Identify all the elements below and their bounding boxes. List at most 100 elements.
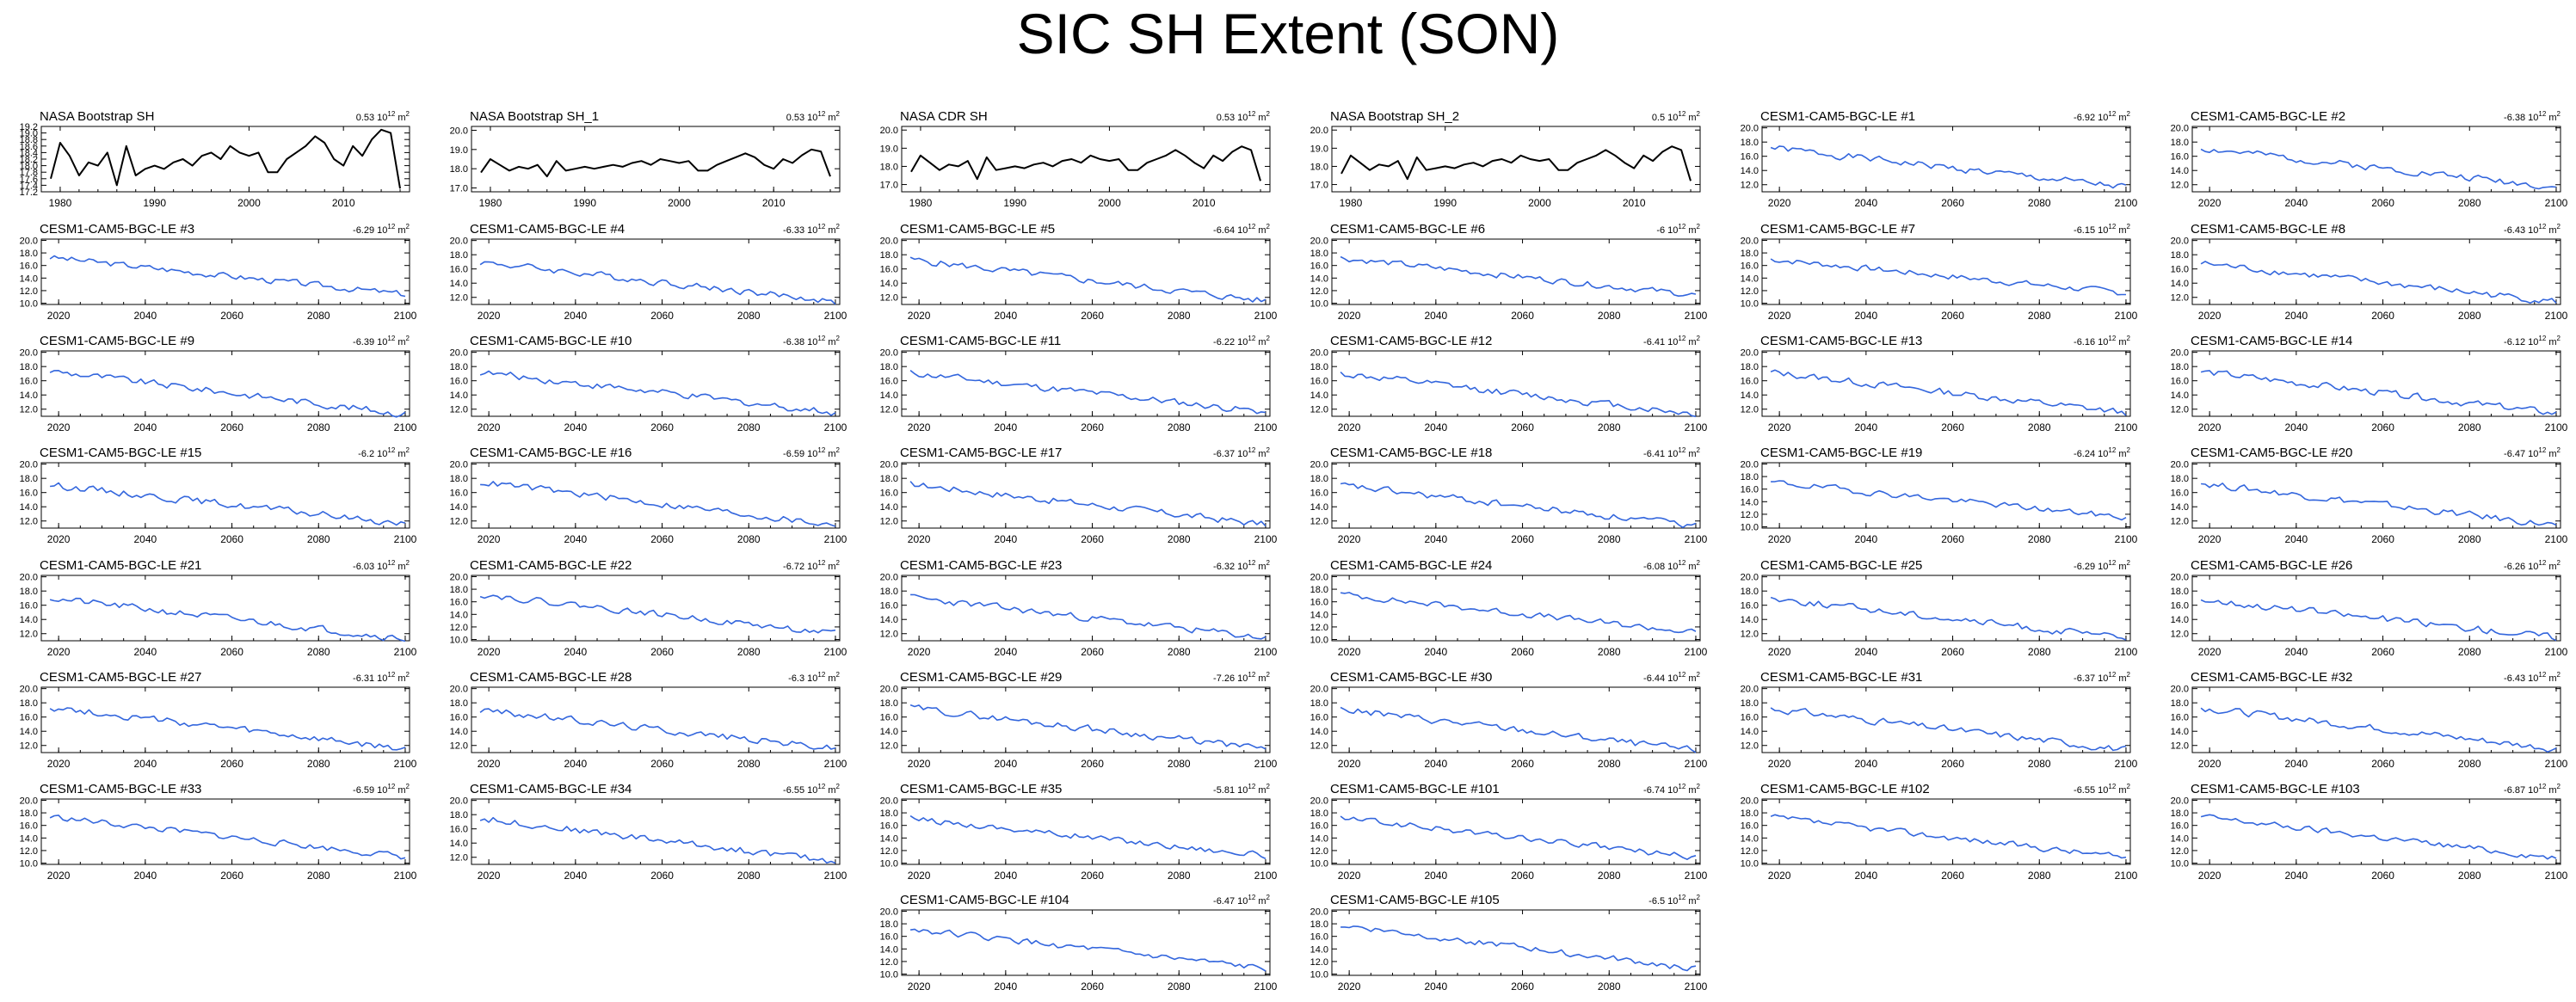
panel-title: CESM1-CAM5-BGC-LE #27 bbox=[40, 670, 201, 685]
y-tick-label: 16.0 bbox=[1310, 932, 1328, 943]
x-tick-label: 2080 bbox=[1168, 646, 1191, 658]
y-tick-label: 16.0 bbox=[1310, 489, 1328, 499]
y-tick-label: 16.0 bbox=[1310, 261, 1328, 272]
x-tick-label: 2060 bbox=[1081, 646, 1104, 658]
y-tick-label: 14.0 bbox=[1741, 390, 1759, 401]
y-tick-label: 14.0 bbox=[450, 839, 468, 849]
panel: CESM1-CAM5-BGC-LE #33 -6.59 1012 m2 2020 20… bbox=[20, 782, 417, 882]
trend-label: -6.59 1012 m2 bbox=[353, 783, 410, 796]
plot-frame bbox=[901, 575, 1271, 642]
x-tick-label: 2060 bbox=[650, 310, 674, 322]
x-tick-label: 2100 bbox=[1685, 310, 1708, 322]
y-tick-label: 20.0 bbox=[880, 907, 898, 917]
panel: CESM1-CAM5-BGC-LE #6 -6 1012 m2 2020 2040 20… bbox=[1310, 222, 1708, 322]
y-tick-label: 17.0 bbox=[450, 184, 468, 194]
y-tick-label: 16.0 bbox=[2171, 601, 2189, 612]
y-tick-label: 20.0 bbox=[450, 572, 468, 582]
plot-frame bbox=[1761, 575, 2131, 642]
y-tick-label: 20.0 bbox=[2171, 237, 2189, 247]
x-tick-label: 2040 bbox=[994, 533, 1017, 545]
y-tick-label: 18.0 bbox=[2171, 698, 2189, 709]
series-line bbox=[909, 369, 1266, 415]
y-tick-label: 20.0 bbox=[2171, 348, 2189, 359]
x-tick-label: 2100 bbox=[2545, 310, 2568, 322]
y-tick-label: 16.0 bbox=[880, 601, 898, 612]
y-tick-label: 14.0 bbox=[880, 279, 898, 289]
plot-frame bbox=[471, 238, 841, 305]
y-tick-label: 18.0 bbox=[450, 164, 468, 175]
y-tick-label: 20.0 bbox=[1310, 348, 1328, 359]
x-tick-label: 2100 bbox=[394, 421, 417, 433]
panel: CESM1-CAM5-BGC-LE #30 -6.44 1012 m2 2020 20… bbox=[1310, 670, 1708, 770]
x-tick-label: 2020 bbox=[908, 310, 931, 322]
panel: CESM1-CAM5-BGC-LE #20 -6.47 1012 m2 2020 20… bbox=[2171, 446, 2568, 545]
x-tick-label: 2080 bbox=[737, 646, 761, 658]
plot-frame bbox=[1761, 798, 2131, 865]
x-tick-label: 2100 bbox=[2545, 197, 2568, 209]
x-tick-label: 2020 bbox=[2198, 310, 2222, 322]
series-line bbox=[50, 128, 401, 189]
x-tick-label: 2080 bbox=[307, 310, 330, 322]
x-tick-label: 2060 bbox=[1941, 310, 1964, 322]
x-tick-label: 1990 bbox=[573, 197, 596, 209]
x-tick-label: 2040 bbox=[1854, 646, 1877, 658]
plot-frame bbox=[471, 798, 841, 865]
y-tick-label: 19.2 bbox=[20, 122, 38, 132]
y-tick-label: 16.0 bbox=[20, 377, 38, 387]
y-tick-label: 14.0 bbox=[2171, 727, 2189, 737]
x-tick-label: 2100 bbox=[1254, 646, 1278, 658]
trend-label: -6.22 1012 m2 bbox=[1213, 335, 1271, 347]
y-tick-label: 18.0 bbox=[2171, 138, 2189, 148]
y-tick-label: 12.0 bbox=[880, 630, 898, 640]
trend-label: -6.03 1012 m2 bbox=[353, 559, 410, 572]
x-tick-label: 2040 bbox=[2284, 533, 2308, 545]
y-tick-label: 12.0 bbox=[1741, 510, 1759, 520]
x-tick-label: 2040 bbox=[1424, 980, 1447, 993]
series-line bbox=[2200, 261, 2557, 304]
series-line bbox=[1770, 145, 2127, 189]
x-tick-label: 2020 bbox=[47, 870, 71, 882]
panel-title: CESM1-CAM5-BGC-LE #20 bbox=[2191, 446, 2352, 460]
series-line bbox=[909, 704, 1266, 750]
plot-frame bbox=[1331, 575, 1701, 642]
y-tick-label: 17.2 bbox=[20, 187, 38, 198]
y-tick-label: 16.0 bbox=[880, 489, 898, 499]
x-tick-label: 2020 bbox=[47, 310, 71, 322]
x-tick-label: 2040 bbox=[994, 870, 1017, 882]
panel: CESM1-CAM5-BGC-LE #2 -6.38 1012 m2 2020 204… bbox=[2171, 109, 2568, 209]
y-tick-label: 10.0 bbox=[1310, 970, 1328, 980]
y-tick-label: 14.0 bbox=[20, 833, 38, 844]
y-tick-label: 14.0 bbox=[1741, 727, 1759, 737]
x-tick-label: 2060 bbox=[220, 870, 243, 882]
y-tick-label: 18.0 bbox=[1310, 919, 1328, 930]
y-tick-label: 18.0 bbox=[20, 249, 38, 259]
plot-frame bbox=[40, 462, 410, 529]
plot-frame bbox=[2191, 462, 2561, 529]
x-tick-label: 2040 bbox=[1424, 870, 1447, 882]
y-tick-label: 12.0 bbox=[1310, 957, 1328, 968]
y-tick-label: 14.0 bbox=[1741, 166, 1759, 176]
y-tick-label: 14.0 bbox=[880, 615, 898, 625]
x-tick-label: 2080 bbox=[1168, 310, 1191, 322]
x-tick-label: 2040 bbox=[1854, 758, 1877, 770]
x-tick-label: 2020 bbox=[1338, 310, 1361, 322]
x-tick-label: 2060 bbox=[650, 646, 674, 658]
x-tick-label: 2020 bbox=[2198, 758, 2222, 770]
series-line bbox=[1770, 707, 2127, 752]
series-line bbox=[2201, 483, 2557, 526]
trend-label: -6.32 1012 m2 bbox=[1213, 559, 1271, 572]
x-tick-label: 2020 bbox=[47, 421, 71, 433]
panel-title: CESM1-CAM5-BGC-LE #31 bbox=[1760, 670, 1922, 685]
x-tick-label: 2080 bbox=[2028, 646, 2051, 658]
y-tick-label: 14.0 bbox=[1310, 502, 1328, 513]
y-tick-label: 12.0 bbox=[450, 741, 468, 752]
x-tick-label: 2100 bbox=[1254, 980, 1278, 993]
panel-title: CESM1-CAM5-BGC-LE #35 bbox=[900, 782, 1062, 796]
x-tick-label: 2020 bbox=[478, 758, 501, 770]
trend-label: -6.92 1012 m2 bbox=[2074, 110, 2131, 123]
y-tick-label: 20.0 bbox=[1741, 459, 1759, 470]
plot-frame bbox=[1331, 686, 1701, 753]
x-tick-label: 2040 bbox=[994, 980, 1017, 993]
y-tick-label: 18.0 bbox=[20, 698, 38, 709]
trend-label: -6.5 1012 m2 bbox=[1649, 894, 1700, 907]
